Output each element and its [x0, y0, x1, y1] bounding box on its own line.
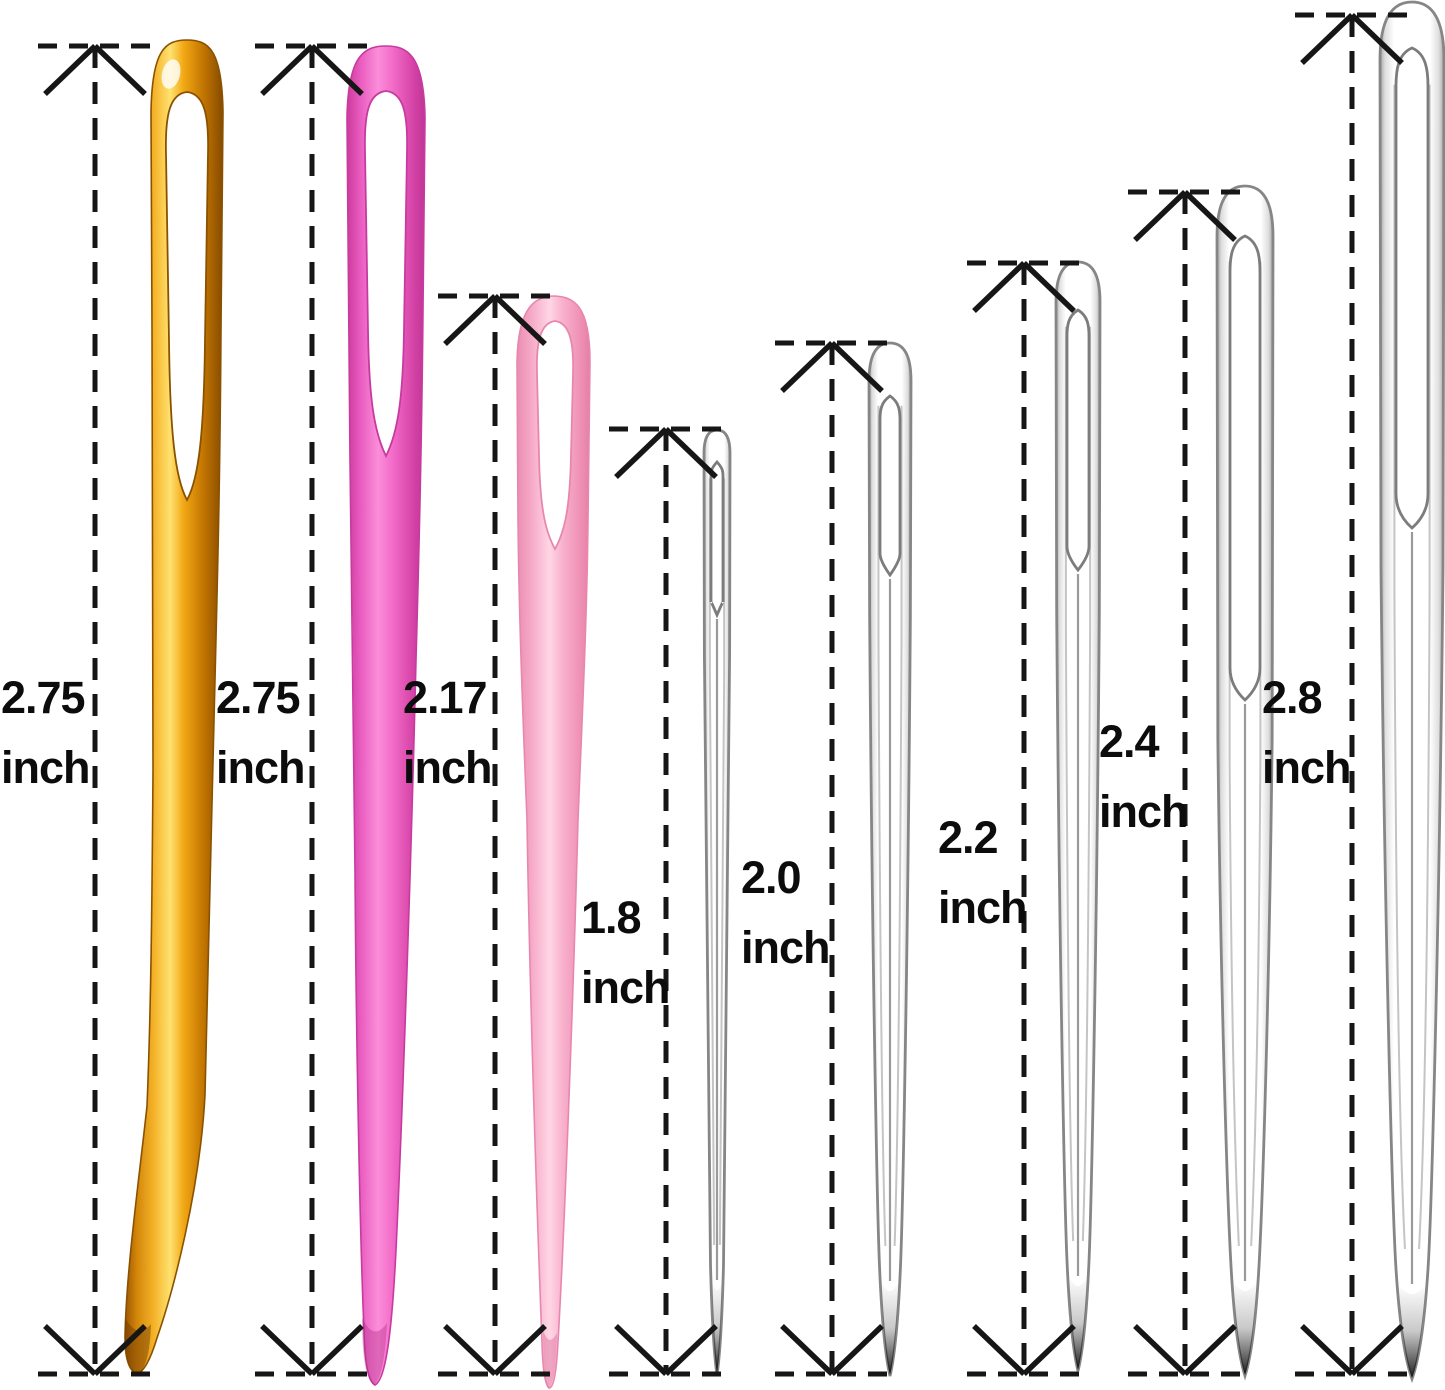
needle-eye: [1394, 46, 1430, 530]
needle-eye: [878, 394, 902, 578]
needle-steel-3: [1054, 260, 1102, 1372]
measurement-indicator-6: [967, 260, 1081, 1377]
needle-tip-shade: [1398, 1284, 1426, 1378]
measurement-indicator-7: [1128, 189, 1242, 1377]
measurement-arrows-layer: [38, 12, 1409, 1377]
needle-eye: [709, 459, 725, 619]
pink-needle-tip-shade: [362, 1318, 387, 1385]
measurement-indicator-2: [255, 43, 369, 1377]
measurement-indicator-1: [38, 43, 152, 1377]
needle-hot-pink-plastic: [346, 45, 426, 1386]
measurement-indicator-3: [438, 293, 552, 1377]
needle-tip-shade: [881, 1281, 899, 1375]
gold-needle-tip-shade: [124, 1318, 151, 1374]
needle-tip-shade: [1068, 1276, 1088, 1370]
needles-layer: [124, 0, 1445, 1389]
needle-eye: [1065, 308, 1091, 573]
needle-steel-4: [1215, 184, 1275, 1381]
gold-needle-highlight: [161, 59, 181, 89]
needle-steel-2: [867, 341, 913, 1377]
needle-steel-5: [1378, 0, 1445, 1384]
measurement-indicator-4: [609, 426, 723, 1377]
measurement-indicator-8: [1295, 12, 1409, 1377]
needle-tip-shade: [711, 1280, 723, 1374]
needle-tip-shade: [1233, 1281, 1257, 1375]
needle-light-pink-plastic: [516, 295, 591, 1389]
needle-steel-1: [702, 428, 732, 1376]
needle-gold-bent-tip: [124, 39, 224, 1375]
needle-eye: [1228, 234, 1262, 702]
measurement-indicator-5: [775, 340, 889, 1377]
